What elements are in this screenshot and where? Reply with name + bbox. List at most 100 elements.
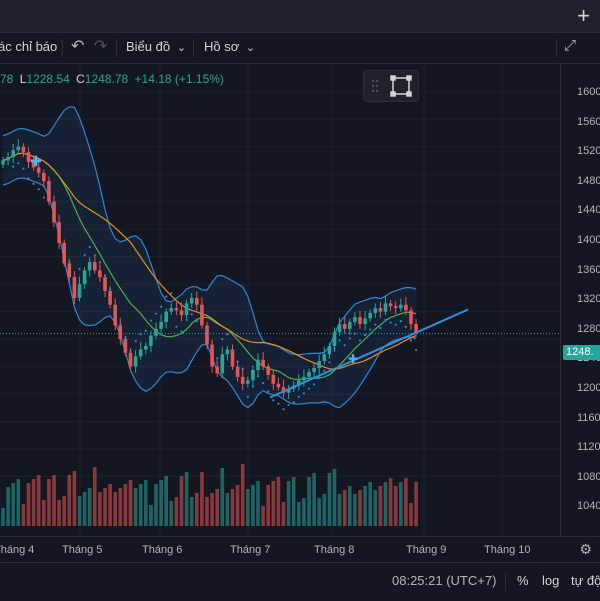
candle-body: [337, 323, 342, 333]
percent-toggle[interactable]: %: [517, 573, 529, 588]
candle-body: [261, 359, 265, 367]
auto-scale-toggle[interactable]: tự độ: [571, 573, 600, 588]
volume-bar: [327, 473, 332, 526]
price-tick-label: 1080.00: [577, 470, 600, 483]
volume-bar: [291, 477, 296, 526]
candle-body: [307, 372, 311, 377]
sar-dot: [185, 318, 188, 321]
volume-bar: [36, 475, 41, 526]
volume-bar: [149, 505, 153, 526]
volume-bar: [200, 472, 204, 526]
volume-bar: [225, 493, 230, 526]
sar-dot: [58, 226, 61, 229]
sar-dot: [42, 196, 45, 199]
indicators-button[interactable]: ác chỉ báo: [0, 39, 58, 54]
redo-icon[interactable]: ↷: [94, 38, 108, 55]
sar-dot: [165, 295, 168, 298]
price-tick-label: 1440.00: [577, 204, 600, 217]
sar-dot: [318, 376, 321, 379]
undo-icon[interactable]: ↶: [71, 38, 85, 55]
sar-dot: [246, 395, 249, 398]
sar-dot: [73, 281, 76, 284]
toolbar-divider: [62, 39, 63, 57]
time-tick-label: Tháng 9: [406, 544, 447, 556]
candle-body: [21, 146, 26, 153]
sar-dot: [124, 336, 127, 339]
sar-dot: [328, 361, 331, 364]
fullscreen-icon[interactable]: ⤢: [564, 37, 577, 54]
volume-bar: [353, 494, 357, 526]
chart-pane[interactable]: ✚ ✚: [0, 64, 560, 536]
sar-dot: [37, 188, 40, 191]
sar-dot: [358, 339, 362, 342]
candle-body: [184, 303, 189, 316]
candle-body: [164, 311, 168, 322]
close-label: C: [76, 72, 85, 86]
volume-bar: [383, 482, 388, 526]
clock-display[interactable]: 08:25:21 (UTC+7): [392, 573, 497, 588]
volume-bar: [62, 496, 66, 526]
time-tick-label: Tháng 6: [142, 544, 183, 556]
candle-body: [358, 317, 362, 324]
sar-dot: [374, 323, 377, 326]
candle-body: [281, 387, 286, 393]
candle-body: [154, 328, 158, 336]
volume-bar: [16, 479, 21, 526]
rectangle-select-icon[interactable]: [390, 75, 412, 97]
sar-dot: [333, 347, 336, 350]
volume-bar: [11, 483, 15, 526]
volume-bar: [189, 497, 194, 526]
profile-menu-button[interactable]: Hồ sơ ⌄: [204, 39, 255, 54]
volume-bar: [144, 480, 148, 526]
sar-dot: [379, 327, 382, 330]
sar-dot: [287, 403, 290, 407]
sar-dot: [175, 325, 178, 328]
sar-dot: [160, 305, 163, 308]
sar-dot: [348, 337, 351, 340]
sar-dot: [338, 339, 341, 342]
candle-body: [31, 161, 36, 168]
volume-bar: [6, 487, 10, 526]
volume-bar: [297, 502, 301, 526]
candle-body: [123, 339, 128, 353]
sar-dot: [129, 350, 132, 353]
candle-body: [215, 366, 219, 374]
sar-dot: [384, 318, 387, 321]
time-axis[interactable]: ⚙ Tháng 4 Tháng 5 Tháng 6 Tháng 7 Tháng 8 Thá…: [0, 536, 600, 563]
current-price-tag: 1248.: [563, 345, 600, 360]
sar-dot: [272, 399, 275, 402]
sar-dot: [221, 337, 224, 341]
moving-average-slow: [2, 152, 417, 370]
candle-body: [26, 152, 31, 162]
marker-cross-icon: ✚: [348, 352, 358, 366]
sar-dot: [22, 167, 25, 170]
sar-dot: [32, 182, 35, 185]
low-value: 1228.54: [26, 72, 70, 86]
sar-dot: [78, 267, 81, 271]
volume-bar: [123, 484, 128, 526]
price-tick-label: 1600.00: [577, 86, 600, 98]
sar-dot: [83, 254, 86, 257]
price-axis[interactable]: 1600.00 1560.00 1520.00 1480.00 1440.00 1400.…: [560, 64, 600, 536]
candle-body: [399, 304, 403, 309]
candle-body: [67, 263, 72, 278]
sar-dot: [251, 385, 254, 388]
gear-icon[interactable]: ⚙: [579, 541, 592, 557]
chart-menu-button[interactable]: Biểu đồ ⌄: [126, 39, 186, 54]
price-tick-label: 1160.00: [577, 411, 600, 424]
log-toggle[interactable]: log: [542, 573, 560, 588]
volume-bar: [154, 484, 158, 526]
volume-bar: [393, 486, 398, 526]
volume-bar: [230, 489, 235, 526]
volume-bar: [276, 477, 281, 526]
volume-bar: [98, 492, 102, 526]
volume-bar: [195, 493, 199, 526]
price-tick-label: 1520.00: [577, 145, 600, 158]
drag-handle-icon[interactable]: [371, 79, 379, 93]
candle-body: [230, 349, 235, 367]
volume-bar: [399, 482, 403, 526]
candle-body: [93, 262, 97, 271]
add-tab-button[interactable]: +: [577, 3, 590, 28]
volume-bar: [138, 484, 143, 526]
sar-dot: [88, 245, 91, 249]
